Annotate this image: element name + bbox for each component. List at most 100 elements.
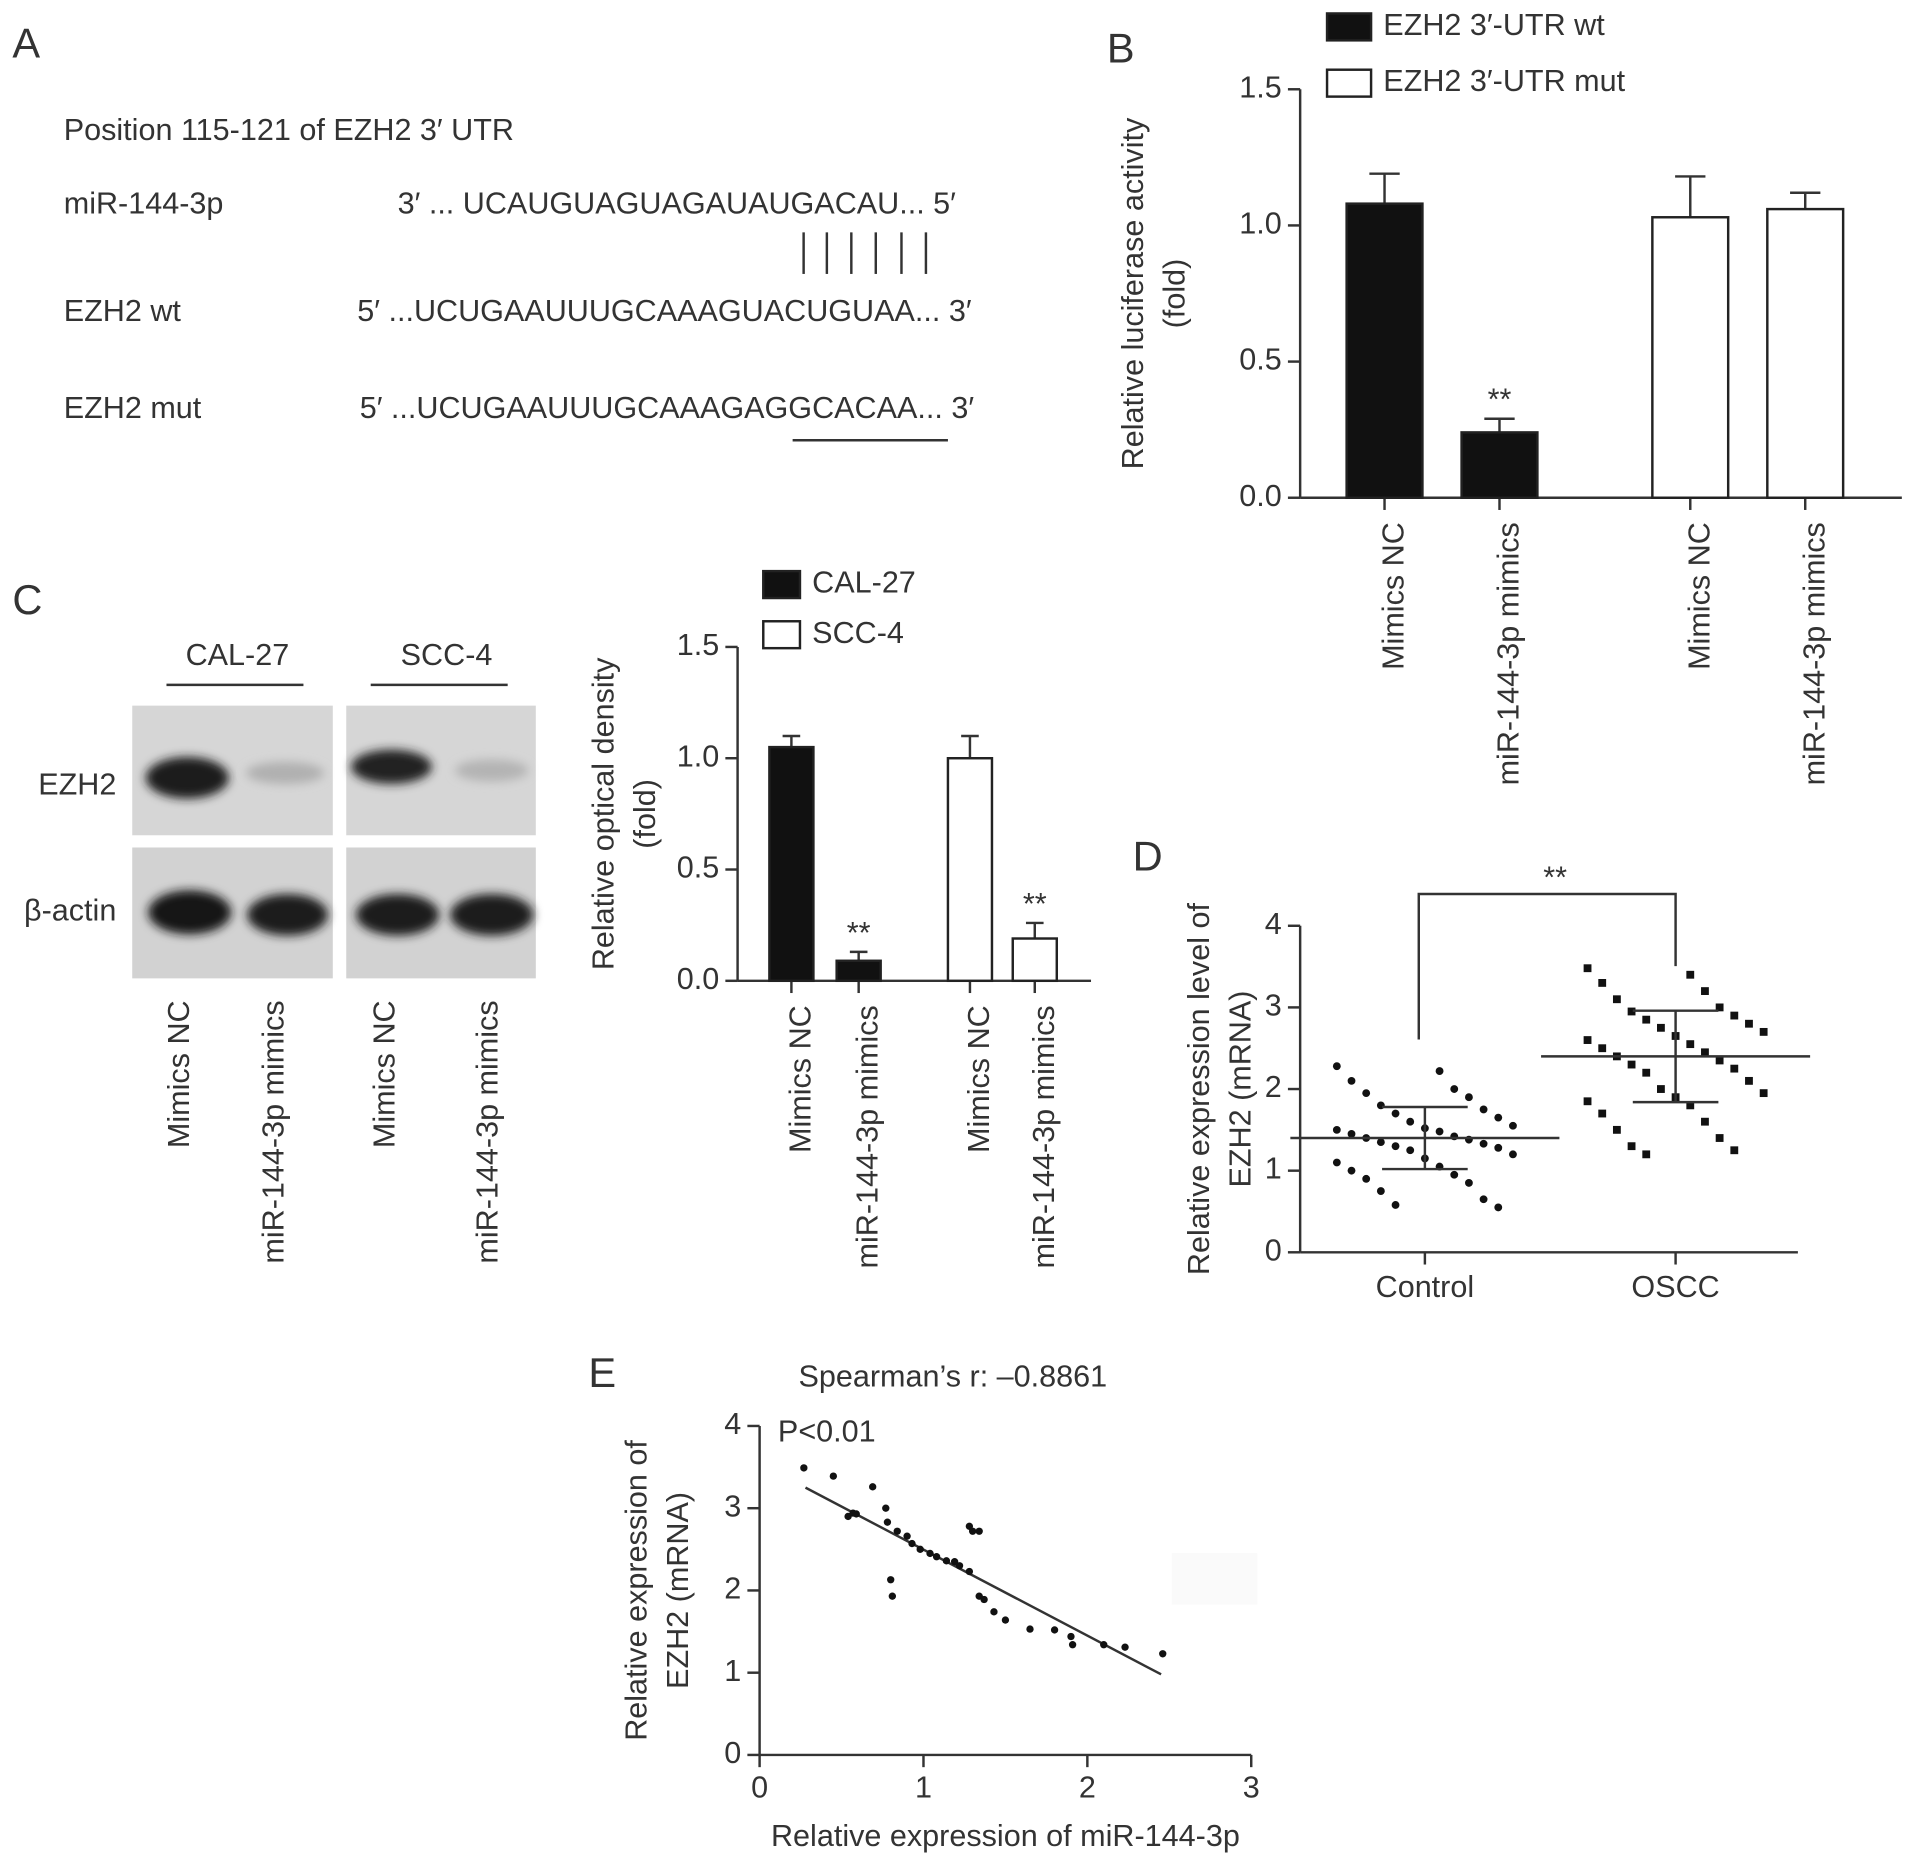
panel-label: C — [12, 576, 42, 623]
point — [1598, 979, 1607, 987]
point — [1642, 1015, 1651, 1024]
y-axis-label: EZH2 (mRNA) — [661, 1492, 695, 1689]
point — [1362, 1089, 1371, 1098]
point — [1068, 1641, 1077, 1649]
point — [1657, 1023, 1665, 1032]
point — [926, 1549, 934, 1558]
point — [1686, 1040, 1695, 1049]
point — [1730, 1011, 1739, 1020]
point — [1332, 1158, 1341, 1167]
bar — [946, 757, 994, 983]
point — [852, 1510, 860, 1518]
panel-label: A — [12, 19, 40, 66]
sequence-label: EZH2 wt — [64, 294, 182, 328]
point — [1435, 1067, 1444, 1075]
sequence-label: EZH2 mut — [64, 391, 202, 425]
point — [1730, 1146, 1739, 1155]
y-tick-label: 0 — [724, 1736, 741, 1770]
point — [1715, 1056, 1724, 1065]
pairing-lines — [802, 232, 928, 274]
x-tick-label: 0 — [751, 1770, 768, 1804]
legend-label: EZH2 3′-UTR mut — [1383, 64, 1625, 98]
point — [1627, 1060, 1636, 1069]
x-tick-label: OSCC — [1631, 1270, 1719, 1304]
point — [1406, 1117, 1415, 1126]
point — [1494, 1113, 1503, 1122]
y-axis-label: EZH2 (mRNA) — [1224, 991, 1258, 1188]
point — [1598, 1044, 1607, 1053]
point — [1362, 1174, 1371, 1183]
point — [1612, 995, 1621, 1004]
lane-label: miR-144-3p mimics — [256, 1000, 290, 1263]
point — [1657, 1085, 1665, 1093]
x-tick-label: miR-144-3p mimics — [1797, 522, 1831, 785]
y-tick-label: 1.5 — [1239, 70, 1282, 104]
sequence-title: Position 115-121 of EZH2 3′ UTR — [64, 113, 514, 147]
y-tick-label: 0.0 — [1239, 479, 1282, 513]
point — [800, 1464, 808, 1472]
point — [1391, 1201, 1400, 1209]
legend-swatch — [762, 620, 802, 650]
x-tick-label: Mimics NC — [783, 1005, 817, 1153]
point — [829, 1472, 838, 1480]
point — [1479, 1195, 1488, 1204]
point — [1730, 1064, 1739, 1073]
y-tick-label: 4 — [724, 1407, 741, 1441]
sequence: 5′ ...UCUGAAUUUGCAAAGUACUGUAA... 3′ — [357, 294, 972, 328]
point — [1450, 1170, 1459, 1179]
x-tick-label: 3 — [1243, 1770, 1260, 1804]
point — [965, 1567, 974, 1576]
point — [1465, 1179, 1473, 1187]
panel-label: E — [588, 1349, 616, 1396]
point — [1001, 1616, 1010, 1624]
annotation: P<0.01 — [778, 1414, 876, 1448]
point — [950, 1557, 959, 1566]
point — [1509, 1121, 1517, 1130]
point — [1494, 1203, 1503, 1212]
point — [869, 1483, 877, 1491]
y-axis-label: Relative optical density — [587, 657, 621, 970]
point — [942, 1557, 951, 1565]
point — [1347, 1076, 1356, 1085]
y-tick-label: 3 — [1265, 988, 1282, 1022]
legend-swatch — [1325, 12, 1373, 42]
legend-swatch — [762, 569, 802, 600]
point — [1376, 1138, 1385, 1147]
point — [1376, 1187, 1385, 1195]
x-tick-label: Control — [1376, 1270, 1475, 1304]
group-label: CAL-27 — [186, 638, 290, 672]
legend-label: EZH2 3′-UTR wt — [1383, 8, 1605, 42]
lane-label: Mimics NC — [368, 1000, 402, 1148]
point — [1479, 1105, 1488, 1114]
y-tick-label: 4 — [1265, 907, 1282, 941]
point — [1332, 1062, 1341, 1071]
point — [1642, 1150, 1651, 1159]
x-tick-label: Mimics NC — [1682, 522, 1716, 670]
point — [1435, 1127, 1444, 1136]
y-tick-label: 1.5 — [677, 628, 720, 662]
y-tick-label: 0 — [1265, 1233, 1282, 1267]
point — [932, 1553, 941, 1561]
point — [1347, 1130, 1356, 1138]
point — [968, 1527, 977, 1535]
y-tick-label: 0.5 — [1239, 343, 1282, 377]
point — [1686, 970, 1695, 979]
protein-label: β-actin — [24, 893, 116, 927]
point — [916, 1545, 924, 1553]
point — [882, 1504, 890, 1512]
bar — [768, 745, 815, 983]
bar — [1766, 207, 1845, 499]
point — [1026, 1625, 1034, 1633]
point — [1494, 1143, 1503, 1152]
significance-bracket — [1417, 892, 1677, 1040]
point — [1347, 1166, 1356, 1175]
point — [1627, 1142, 1636, 1151]
bar — [835, 959, 882, 983]
sequence: 3′ ... UCAUGUAGUAGAUAUGACAU... 5′ — [398, 187, 957, 221]
point — [883, 1518, 892, 1526]
y-axis-label: (fold) — [1158, 259, 1192, 329]
significance: ** — [1543, 860, 1567, 894]
x-tick-label: miR-144-3p mimics — [1492, 522, 1526, 785]
x-tick-label: miR-144-3p mimics — [1027, 1005, 1061, 1268]
point — [1745, 1019, 1753, 1028]
